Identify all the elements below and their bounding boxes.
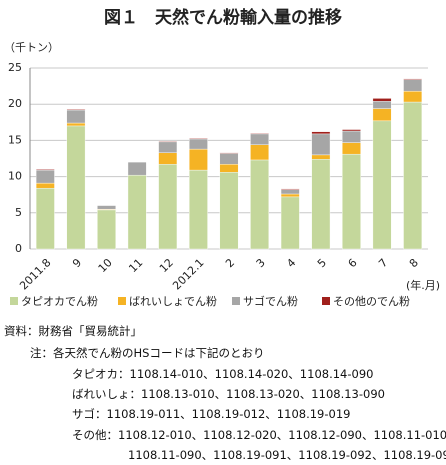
code-line: サゴ：1108.19-011、1108.19-012、1108.19-019 <box>72 407 351 421</box>
y-tick-label: 0 <box>15 242 22 255</box>
bar-segment <box>342 153 361 250</box>
bar-segment <box>158 164 178 250</box>
bar-segment <box>127 161 147 176</box>
bar-segment <box>188 138 208 150</box>
x-tick-label: 12 <box>157 256 176 275</box>
bar-segment <box>35 169 55 184</box>
x-tick-label: 2011.8 <box>17 256 53 292</box>
bar-segment <box>66 109 86 124</box>
x-tick-label: 8 <box>407 256 421 270</box>
y-tick-label: 20 <box>8 97 22 110</box>
bar-segment <box>280 188 300 190</box>
bar-segment <box>372 98 392 102</box>
bar-segment <box>342 142 361 155</box>
legend-swatch <box>232 297 240 305</box>
legend-swatch <box>10 297 18 305</box>
bar-segment <box>311 131 331 135</box>
code-line: 1108.11-090、1108.19-091、1108.19-092、1108… <box>128 448 446 462</box>
legend-label: ばれいしょでん粉 <box>129 295 217 308</box>
bar-segment <box>97 209 116 250</box>
y-tick-label: 5 <box>15 206 22 219</box>
bar-segment <box>158 152 178 165</box>
bar-segment <box>188 169 208 250</box>
y-tick-label: 10 <box>8 170 22 183</box>
x-tick-label: 5 <box>315 256 329 270</box>
bar-segment <box>158 140 178 143</box>
bar-segment <box>219 172 239 250</box>
source: 資料：財務省「貿易統計」 <box>4 324 142 338</box>
bar-segment <box>250 144 270 161</box>
bar-segment <box>250 132 270 135</box>
bar-segment <box>280 193 300 198</box>
bar-segment <box>342 130 361 143</box>
note: 注：各天然でん粉のHSコードは下記のとおり <box>30 346 265 360</box>
code-line: ばれいしょ：1108.13-010、1108.13-020、1108.13-09… <box>72 387 385 401</box>
bar-segment <box>97 205 116 210</box>
x-tick-label: 11 <box>126 256 145 275</box>
x-tick-label: 10 <box>96 256 115 275</box>
chart: 図１ 天然でん粉輸入量の推移 （千トン） (年.月) 0510152025201… <box>4 7 440 308</box>
y-tick-label: 25 <box>8 61 22 74</box>
bar-segment <box>127 174 147 250</box>
bar-segment <box>311 159 331 250</box>
bar-segment <box>35 182 55 189</box>
bar-segment <box>403 78 423 80</box>
legend-label: サゴでん粉 <box>243 294 298 308</box>
bar-segment <box>66 109 86 111</box>
bar-segment <box>342 129 361 132</box>
bar-segment <box>66 122 86 127</box>
legend-swatch <box>322 297 330 305</box>
bar-segment <box>219 152 239 154</box>
legend-label: タピオカでん粉 <box>21 295 98 308</box>
code-line: その他：1108.12-010、1108.12-020、1108.12-090、… <box>72 428 446 442</box>
legend-swatch <box>118 297 126 305</box>
bar-segment <box>219 164 239 173</box>
x-axis-label: (年.月) <box>406 278 440 292</box>
bar-segment <box>66 125 86 250</box>
x-tick-label: 2012.1 <box>170 256 206 292</box>
bar-segment <box>280 196 300 250</box>
y-axis-label: （千トン） <box>4 41 59 54</box>
x-tick-label: 3 <box>254 256 268 270</box>
x-tick-label: 7 <box>376 256 390 270</box>
code-line: タピオカ：1108.14-010、1108.14-020、1108.14-090 <box>72 367 374 381</box>
bar-segment <box>403 79 423 92</box>
bar-segment <box>403 90 423 103</box>
x-tick-label: 2 <box>223 256 237 270</box>
bar-segment <box>250 159 270 250</box>
bar-segment <box>311 133 331 156</box>
y-tick-label: 15 <box>8 133 22 146</box>
bar-segment <box>188 138 208 140</box>
x-tick-label: 6 <box>346 256 360 270</box>
bar-segment <box>35 187 55 250</box>
bar-segment <box>188 148 208 171</box>
bar-segment <box>250 133 270 145</box>
bar-segment <box>372 101 392 109</box>
bar-segment <box>219 153 239 165</box>
bar-segment <box>35 169 55 171</box>
legend-label: その他のでん粉 <box>333 295 410 308</box>
bar-segment <box>372 120 392 250</box>
bar-segment <box>280 189 300 195</box>
chart-title: 図１ 天然でん粉輸入量の推移 <box>104 7 342 28</box>
bar-segment <box>372 108 392 122</box>
x-tick-label: 4 <box>284 256 298 270</box>
bar-segment <box>158 141 178 153</box>
bar-segment <box>311 154 331 160</box>
x-tick-label: 9 <box>70 256 84 270</box>
bar-segment <box>403 101 423 250</box>
